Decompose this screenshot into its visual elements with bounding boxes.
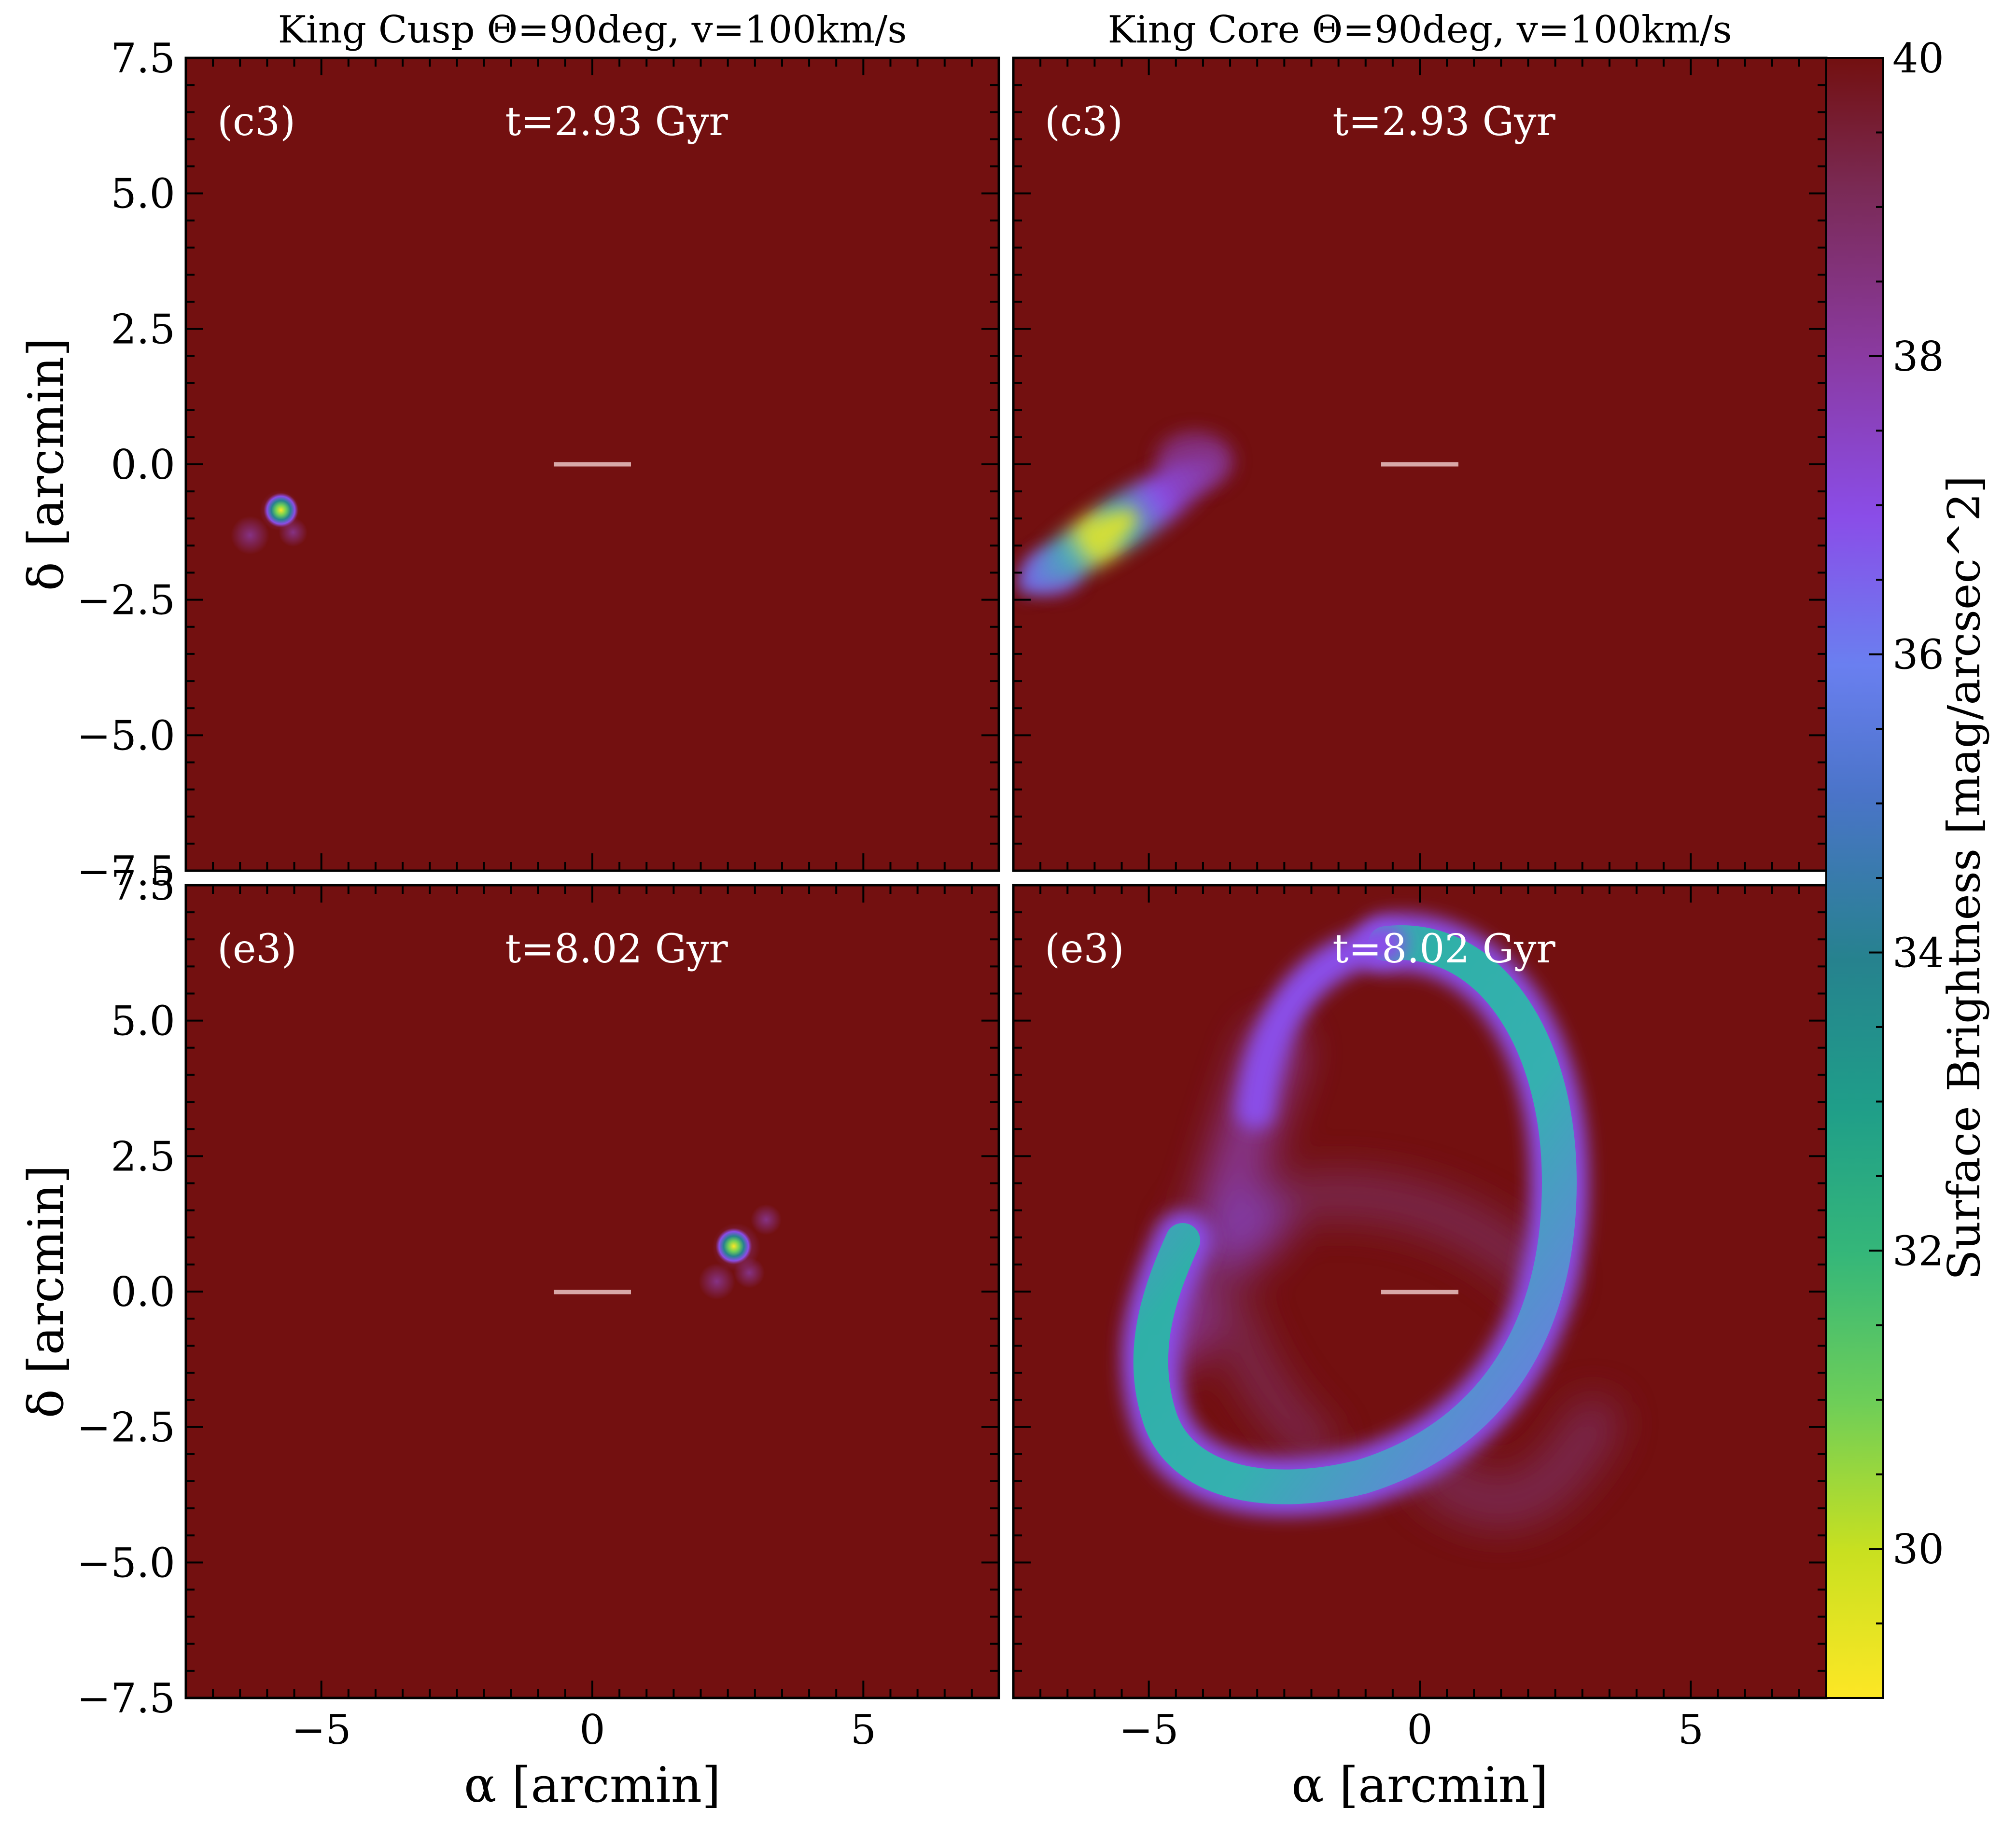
y-tick-label: 0.0 [111,441,175,488]
x-tick-label: 0 [579,1706,605,1753]
faint-blob [699,1263,735,1300]
panel-time-label: t=2.93 Gyr [505,99,728,145]
y-tick-label: 5.0 [111,998,175,1045]
y-tick-label: −2.5 [77,577,175,624]
faint-blob [751,1204,782,1235]
faint-outer-stream [1412,1397,1620,1529]
panel-top-left-features [186,58,999,871]
x-tick-label: 5 [1678,1706,1704,1753]
tidal-ring [1133,925,1577,1504]
faint-inner-stream [1195,1243,1335,1465]
panel-label: (c3) [217,99,295,145]
panel-top-right-features [1013,58,1826,871]
x-tick-label: 5 [851,1706,876,1753]
colorbar [1825,57,1884,1699]
remnant-core [715,1228,752,1265]
faint-blob [231,516,269,555]
colorbar-tick-label: 32 [1892,1227,1944,1275]
x-tick-label: −5 [1119,1706,1179,1753]
colorbar-tick-label: 38 [1892,333,1944,380]
colorbar-tick-label: 40 [1892,35,1944,82]
x-axis-label: α [arcmin] [464,1757,721,1813]
stream-core [1086,509,1137,549]
x-tick-label: 0 [1407,1706,1432,1753]
colorbar-tick-label: 36 [1892,631,1944,679]
y-tick-label: 2.5 [111,306,175,353]
y-tick-label: −7.5 [77,1675,175,1722]
panel-time-label: t=8.02 Gyr [505,926,728,972]
y-tick-label: 7.5 [111,862,175,909]
panel-time-label: t=8.02 Gyr [1332,926,1555,972]
y-tick-label: 7.5 [111,35,175,82]
colorbar-tick-label: 34 [1892,929,1944,976]
panel-label: (c3) [1045,99,1123,145]
y-tick-label: 5.0 [111,170,175,218]
panel-time-label: t=2.93 Gyr [1332,99,1555,145]
tidal-ring-upper-arm [1236,924,1405,1129]
y-axis-label: δ [arcmin] [18,1165,74,1419]
y-tick-label: −7.5 [77,848,175,895]
panel-label: (e3) [1045,926,1124,972]
x-tick-label: −5 [292,1706,351,1753]
colorbar-tick-label: 30 [1892,1526,1944,1573]
y-tick-label: −5.0 [77,1539,175,1586]
x-axis-label: α [arcmin] [1291,1757,1548,1813]
panel-title-left: King Cusp Θ=90deg, v=100km/s [278,8,907,52]
panel-title-right: King Core Θ=90deg, v=100km/s [1107,8,1732,52]
panel-bottom-left-features [186,885,999,1698]
y-tick-label: −5.0 [77,712,175,759]
remnant-core [264,493,298,528]
y-tick-label: 0.0 [111,1268,175,1316]
panel-bottom-right-features [1013,885,1826,1698]
panel-label: (e3) [217,926,297,972]
y-tick-label: −2.5 [77,1404,175,1451]
colorbar-label: Surface Brightness [mag/arcsec^2] [1938,476,1990,1280]
y-tick-label: 2.5 [111,1133,175,1180]
faint-blob [1207,1187,1284,1265]
y-axis-label: δ [arcmin] [18,338,74,591]
